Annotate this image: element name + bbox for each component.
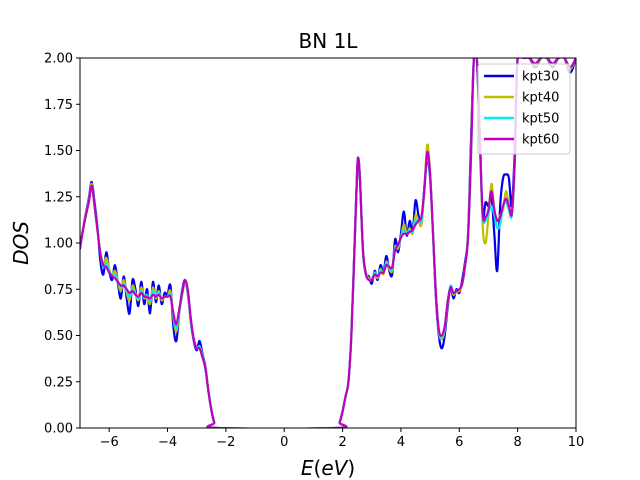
- chart-title: BN 1L: [299, 29, 359, 53]
- series-layer: [80, 58, 576, 428]
- y-tick-label: 0.00: [44, 422, 73, 437]
- legend-label-kpt30: kpt30: [522, 70, 559, 85]
- y-tick-label: 0.50: [44, 329, 73, 344]
- x-axis-ticks: −6 −4 −2 0 2 4 6 8 10: [100, 428, 585, 450]
- legend-label-kpt40: kpt40: [522, 91, 559, 106]
- x-tick-label: 0: [280, 435, 288, 450]
- x-tick-label: −6: [100, 435, 119, 450]
- legend-items: kpt30 kpt40 kpt50 kpt60: [484, 70, 559, 148]
- x-tick-label: −4: [158, 435, 177, 450]
- y-tick-label: 1.25: [44, 190, 73, 205]
- x-axis-label-close: ): [347, 456, 355, 480]
- x-tick-label: 2: [338, 435, 346, 450]
- legend-box: [477, 63, 571, 155]
- y-tick-label: 0.25: [44, 375, 73, 390]
- y-tick-label: 0.75: [44, 283, 73, 298]
- legend-label-kpt50: kpt50: [522, 112, 559, 127]
- x-axis-label: E(eV): [301, 456, 355, 480]
- x-axis-label-open: (: [314, 456, 322, 480]
- x-tick-label: 10: [568, 435, 585, 450]
- x-tick-label: 6: [455, 435, 463, 450]
- x-tick-label: −2: [216, 435, 235, 450]
- legend: kpt30 kpt40 kpt50 kpt60: [477, 63, 571, 155]
- y-tick-label: 1.50: [44, 144, 73, 159]
- y-axis-label: DOS: [9, 221, 33, 265]
- y-tick-label: 2.00: [44, 52, 73, 67]
- x-tick-label: 8: [514, 435, 522, 450]
- x-axis-label-symbol: E: [301, 456, 314, 480]
- series-line-kpt60: [80, 58, 576, 428]
- x-axis-label-unit: eV: [321, 456, 348, 480]
- legend-label-kpt60: kpt60: [522, 133, 559, 148]
- x-tick-label: 4: [397, 435, 405, 450]
- y-axis-ticks: 0.00 0.25 0.50 0.75 1.00 1.25 1.50 1.75 2.00: [44, 52, 80, 437]
- y-tick-label: 1.00: [44, 237, 73, 252]
- y-tick-label: 1.75: [44, 98, 73, 113]
